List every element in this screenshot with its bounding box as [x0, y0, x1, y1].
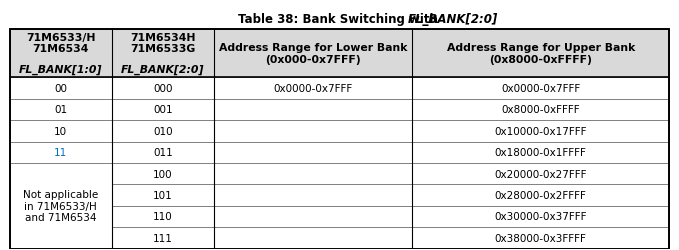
Bar	[214, 120, 412, 142]
Bar	[10, 163, 112, 248]
Bar	[214, 184, 412, 206]
Bar	[412, 99, 669, 120]
Text: 10: 10	[54, 126, 67, 136]
Bar	[112, 78, 214, 99]
Bar	[412, 78, 669, 99]
Text: 0x0000-0x7FFF: 0x0000-0x7FFF	[501, 84, 581, 94]
Bar	[214, 227, 412, 248]
Bar	[112, 163, 214, 184]
Text: 000: 000	[153, 84, 172, 94]
Bar	[214, 227, 412, 248]
Bar	[112, 184, 214, 206]
Text: 110: 110	[153, 212, 173, 222]
Text: 0x8000-0xFFFF: 0x8000-0xFFFF	[502, 105, 580, 115]
Bar	[214, 142, 412, 163]
Bar	[10, 163, 112, 248]
Bar	[112, 184, 214, 206]
Bar	[10, 120, 112, 142]
Bar	[412, 206, 669, 227]
Text: 01: 01	[54, 105, 67, 115]
Bar	[10, 99, 112, 120]
Bar	[412, 227, 669, 248]
Bar	[10, 30, 112, 78]
Text: 71M6534H
71M6533G: 71M6534H 71M6533G	[130, 32, 196, 54]
Bar	[412, 163, 669, 184]
Bar	[412, 184, 669, 206]
Bar	[112, 227, 214, 248]
Bar	[214, 163, 412, 184]
Bar	[214, 120, 412, 142]
Bar	[112, 99, 214, 120]
Text: Table 38: Bank Switching with: Table 38: Bank Switching with	[238, 12, 441, 26]
Text: 0x0000-0x7FFF: 0x0000-0x7FFF	[274, 84, 352, 94]
Bar	[412, 30, 669, 78]
Bar	[214, 78, 412, 99]
Bar	[112, 206, 214, 227]
Text: 11: 11	[54, 148, 67, 158]
Bar	[112, 142, 214, 163]
Bar	[214, 78, 412, 99]
Bar	[112, 142, 214, 163]
Bar	[112, 30, 214, 78]
Bar	[10, 142, 112, 163]
Bar	[214, 142, 412, 163]
Bar	[112, 120, 214, 142]
Text: 0x28000-0x2FFFF: 0x28000-0x2FFFF	[495, 190, 587, 200]
Bar	[214, 206, 412, 227]
Bar	[412, 163, 669, 184]
Bar	[412, 142, 669, 163]
Text: 011: 011	[153, 148, 173, 158]
Bar	[412, 120, 669, 142]
Text: 100: 100	[153, 169, 172, 179]
Bar	[10, 30, 669, 248]
Text: FL_BANK[1:0]: FL_BANK[1:0]	[19, 64, 103, 74]
Bar	[214, 206, 412, 227]
Bar	[412, 184, 669, 206]
Bar	[10, 30, 112, 78]
Bar	[10, 30, 669, 248]
Bar	[10, 78, 112, 99]
Bar	[412, 78, 669, 99]
Bar	[412, 227, 669, 248]
Text: FL_BANK[2:0]: FL_BANK[2:0]	[122, 64, 204, 74]
Text: 0x20000-0x27FFF: 0x20000-0x27FFF	[494, 169, 587, 179]
Bar	[214, 184, 412, 206]
Bar	[10, 99, 112, 120]
Bar	[112, 120, 214, 142]
Bar	[112, 30, 214, 78]
Bar	[112, 163, 214, 184]
Text: 0x18000-0x1FFFF: 0x18000-0x1FFFF	[495, 148, 587, 158]
Bar	[112, 99, 214, 120]
Bar	[112, 206, 214, 227]
Bar	[112, 227, 214, 248]
Bar	[10, 120, 112, 142]
Text: FL_BANK[2:0]: FL_BANK[2:0]	[408, 12, 498, 26]
Bar	[214, 30, 412, 78]
Text: 001: 001	[153, 105, 172, 115]
Text: 101: 101	[153, 190, 173, 200]
Bar	[412, 30, 669, 78]
Text: 71M6533/H
71M6534: 71M6533/H 71M6534	[26, 32, 96, 54]
Text: 010: 010	[153, 126, 172, 136]
Text: Address Range for Lower Bank
(0x000-0x7FFF): Address Range for Lower Bank (0x000-0x7F…	[219, 43, 407, 65]
Bar	[214, 99, 412, 120]
Text: 111: 111	[153, 233, 173, 243]
Bar	[10, 78, 112, 99]
Bar	[214, 99, 412, 120]
Text: Address Range for Upper Bank
(0x8000-0xFFFF): Address Range for Upper Bank (0x8000-0xF…	[447, 43, 635, 65]
Text: Not applicable
in 71M6533/H
and 71M6534: Not applicable in 71M6533/H and 71M6534	[23, 190, 98, 222]
Bar	[214, 163, 412, 184]
Bar	[214, 30, 412, 78]
Bar	[112, 78, 214, 99]
Text: 0x38000-0x3FFFF: 0x38000-0x3FFFF	[495, 233, 587, 243]
Bar	[412, 99, 669, 120]
Bar	[412, 120, 669, 142]
Text: 0x30000-0x37FFF: 0x30000-0x37FFF	[494, 212, 587, 222]
Text: 0x10000-0x17FFF: 0x10000-0x17FFF	[494, 126, 587, 136]
Bar	[412, 206, 669, 227]
Text: 00: 00	[54, 84, 67, 94]
Bar	[412, 142, 669, 163]
Bar	[10, 142, 112, 163]
